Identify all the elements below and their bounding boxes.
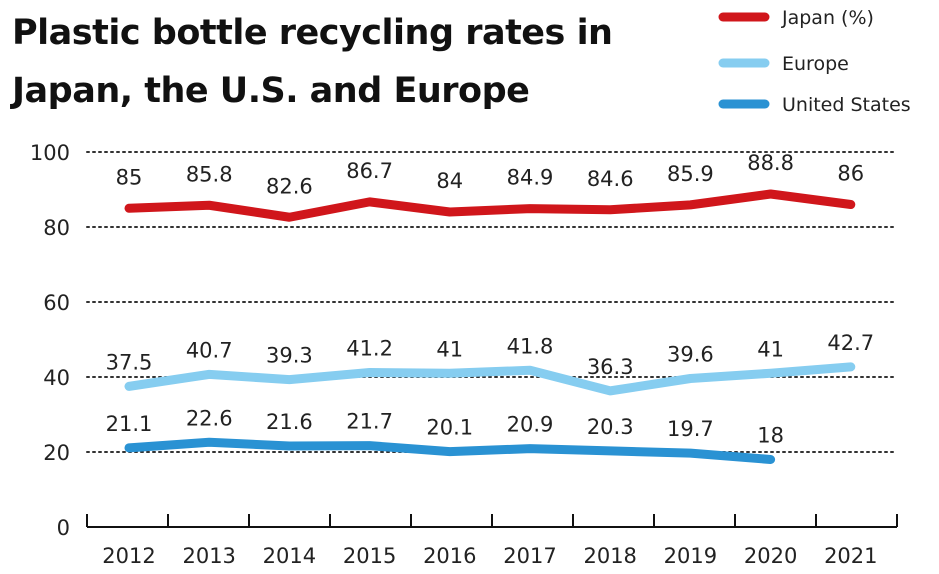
data-label: 85.9 [667,162,714,186]
data-label: 21.1 [106,412,153,436]
series-line-0 [124,189,856,222]
y-tick-label: 40 [43,366,70,390]
x-tick-label: 2012 [102,544,155,568]
data-label: 41.2 [346,337,393,361]
data-label: 41.8 [507,334,554,358]
data-label: 82.6 [266,174,313,198]
x-tick-label: 2013 [182,544,235,568]
data-label: 37.5 [106,350,153,374]
series-lines [124,189,856,464]
data-label: 18 [757,424,784,448]
y-tick-label: 60 [43,291,70,315]
data-label: 41 [436,337,463,361]
legend: Japan (%) Europe United States [718,7,911,116]
data-label: 84.9 [507,166,554,190]
x-tick-label: 2014 [263,544,316,568]
x-tick-label: 2016 [423,544,476,568]
data-label: 84.6 [587,167,634,191]
data-label: 40.7 [186,338,233,362]
data-label: 85 [116,165,143,189]
series-line-2 [124,437,776,464]
x-tick-label: 2018 [583,544,636,568]
chart-title: Plastic bottle recycling rates in Japan,… [12,13,613,111]
data-label: 86 [837,162,864,186]
data-label: 39.3 [266,344,313,368]
data-label: 20.9 [507,413,554,437]
y-tick-label: 0 [57,516,70,540]
data-label: 84 [436,169,463,193]
data-label: 85.8 [186,162,233,186]
data-label: 19.7 [667,417,714,441]
data-label: 20.1 [426,416,473,440]
legend-label: Europe [782,53,849,75]
legend-label: United States [782,94,911,116]
y-tick-label: 20 [43,441,70,465]
data-label: 86.7 [346,159,393,183]
x-tick-label: 2021 [824,544,877,568]
series-line-1 [124,362,856,396]
y-tick-label: 100 [30,141,70,165]
x-tick-label: 2017 [503,544,556,568]
data-label: 39.6 [667,343,714,367]
x-tick-label: 2015 [343,544,396,568]
data-label: 41 [757,337,784,361]
data-label: 21.7 [346,410,393,434]
data-label: 36.3 [587,355,634,379]
x-tick-labels: 2012 2013 2014 2015 2016 2017 2018 2019 2020 2021 [102,544,877,568]
x-axis [86,514,898,528]
data-label: 20.3 [587,415,634,439]
data-label: 22.6 [186,406,233,430]
data-label: 88.8 [747,151,794,175]
data-label: 21.6 [266,410,313,434]
data-labels: 85 85.8 82.6 86.7 84 84.9 84.6 85.9 88.8 86 37.5 40… [106,151,875,448]
x-tick-label: 2020 [744,544,797,568]
y-tick-labels: 0 20 40 60 80 100 [30,141,70,540]
legend-label: Japan (%) [781,7,874,29]
y-tick-label: 80 [43,216,70,240]
data-label: 42.7 [827,331,874,355]
x-tick-label: 2019 [664,544,717,568]
